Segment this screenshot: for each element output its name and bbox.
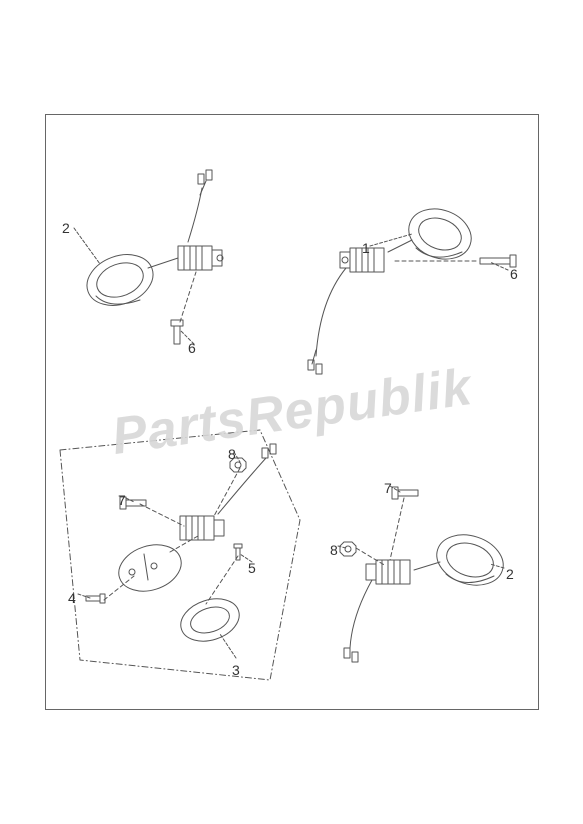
callout-6b: 6 [510, 266, 518, 282]
callout-3: 3 [232, 662, 240, 678]
callout-7b: 7 [384, 480, 392, 496]
page: PartsRepublik 2 6 1 6 8 7 4 5 3 7 8 2 [0, 0, 583, 824]
callout-6a: 6 [188, 340, 196, 356]
callout-8b: 8 [330, 542, 338, 558]
callout-5: 5 [248, 560, 256, 576]
callout-8a: 8 [228, 446, 236, 462]
callout-4: 4 [68, 590, 76, 606]
callout-7a: 7 [118, 492, 126, 508]
callout-1: 1 [362, 240, 370, 256]
callout-2b: 2 [506, 566, 514, 582]
callout-2: 2 [62, 220, 70, 236]
parts-diagram-svg [0, 0, 583, 824]
